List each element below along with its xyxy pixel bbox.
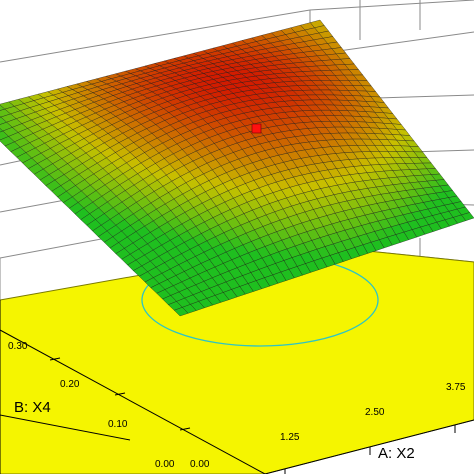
floor-axes	[0, 300, 474, 474]
y-axis-title: B: X4	[14, 399, 51, 416]
y-tick-label: 0.20	[60, 379, 80, 390]
x-origin-label: 0.00	[190, 459, 210, 470]
x-axis-title: A: X2	[378, 445, 415, 462]
response-surface	[0, 19, 474, 317]
y-tick-label: 0.30	[8, 341, 28, 352]
optimum-marker	[251, 123, 262, 134]
x-tick-label: 1.25	[280, 432, 300, 443]
x-tick-label: 2.50	[365, 407, 385, 418]
y-origin-label: 0.00	[155, 459, 175, 470]
x-tick-label: 3.75	[446, 382, 466, 393]
y-tick-label: 0.10	[108, 419, 128, 430]
surface-cell	[461, 212, 474, 221]
